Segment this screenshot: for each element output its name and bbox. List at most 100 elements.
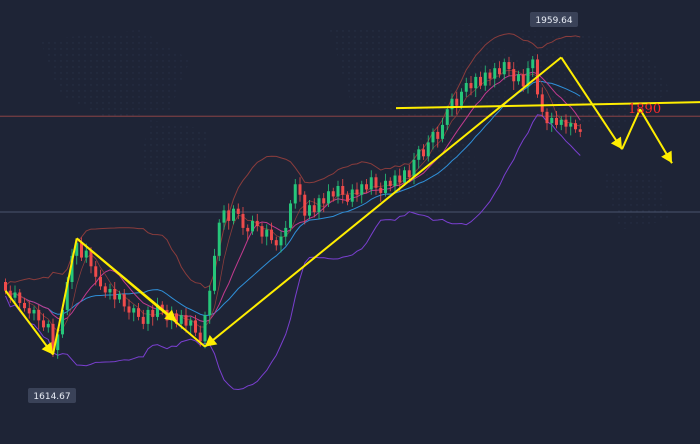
candle-bearish [555, 117, 558, 125]
candle-bearish [379, 187, 383, 193]
candle-bullish [251, 220, 254, 232]
drawing-arrowhead-proj-2 [661, 150, 672, 164]
candle-bullish [327, 191, 330, 204]
drawing-arrowhead-mid [164, 309, 177, 322]
candle-bearish [184, 315, 188, 326]
candle-bullish [46, 323, 50, 328]
candle-bearish [341, 186, 345, 195]
candle-bullish [146, 309, 150, 324]
candle-bearish [246, 227, 250, 232]
candle-bullish [384, 180, 387, 193]
candle-bearish [94, 266, 98, 277]
candle-bearish [388, 180, 392, 186]
candle-bullish [70, 255, 74, 282]
candle-bearish [137, 308, 140, 317]
drawing-leg-up-1 [52, 238, 78, 355]
candle-bearish [469, 83, 473, 89]
candle-bearish [498, 68, 501, 75]
candle-bearish [194, 320, 197, 333]
candle-bullish [189, 320, 193, 326]
candle-bearish [545, 111, 549, 124]
candle-bullish [208, 290, 212, 316]
candle-bullish [441, 124, 444, 139]
moving-average-mid-line [5, 71, 581, 323]
drawing-projection-down-1 [560, 56, 623, 150]
candle-bullish [502, 62, 506, 75]
moving-average-slow-line [5, 80, 581, 317]
drawing-projection-up [621, 108, 641, 150]
candle-bullish [445, 109, 449, 125]
level-1890-label: 1890 [628, 102, 661, 117]
candle-bearish [512, 69, 516, 82]
candle-bullish [232, 208, 235, 221]
candle-bullish [474, 76, 478, 89]
candle-bullish [517, 74, 520, 82]
candle-bullish [118, 294, 121, 300]
candle-bearish [122, 294, 126, 307]
candle-bullish [156, 304, 159, 317]
candlestick-series [4, 54, 582, 359]
candle-bullish [213, 255, 216, 291]
candle-bearish [564, 119, 568, 127]
candle-bearish [407, 170, 411, 178]
candle-bullish [317, 198, 321, 213]
candle-bullish [222, 210, 226, 223]
candle-bearish [80, 242, 83, 258]
candle-bullish [483, 72, 487, 86]
trend-drawings [4, 56, 700, 356]
high-price-tag: 1959.64 [530, 12, 578, 27]
candle-bullish [336, 186, 340, 197]
candle-bullish [369, 177, 373, 190]
candle-bullish [493, 68, 497, 79]
candle-bullish [84, 250, 88, 258]
candle-bullish [293, 184, 297, 204]
world-map-backdrop [40, 25, 670, 230]
candle-bullish [426, 142, 430, 157]
candle-bearish [578, 129, 582, 132]
candle-bearish [37, 309, 41, 321]
candle-bullish [32, 309, 36, 314]
drawing-arrowhead-start [205, 334, 218, 347]
candle-bearish [374, 177, 378, 188]
candle-bearish [521, 74, 525, 87]
drawing-arrowhead-proj-1 [610, 136, 622, 150]
candle-bearish [160, 304, 164, 310]
candle-bullish [417, 149, 421, 160]
candle-bearish [331, 191, 335, 197]
candle-bearish [355, 189, 359, 195]
candle-bearish [99, 276, 102, 287]
candle-bearish [175, 313, 178, 324]
candle-bullish [460, 91, 463, 106]
bollinger-lower-line [5, 114, 581, 390]
low-price-label: 1614.67 [33, 392, 70, 402]
candle-bearish [227, 210, 231, 221]
candle-bearish [507, 62, 511, 70]
candle-bullish [108, 288, 112, 293]
candle-bearish [574, 123, 577, 130]
drawing-leg-down-1 [4, 290, 54, 356]
candle-bullish [61, 309, 64, 335]
candle-bullish [550, 117, 554, 124]
candle-bearish [455, 98, 459, 106]
candle-bearish [274, 240, 278, 246]
candle-bearish [322, 198, 326, 204]
low-price-tag: 1614.67 [28, 388, 76, 403]
candle-bearish [488, 72, 492, 79]
candle-bullish [393, 175, 397, 186]
bollinger-upper-line [5, 33, 581, 289]
candle-bearish [241, 213, 245, 228]
drawing-level-line [395, 101, 700, 110]
candle-bullish [450, 98, 454, 110]
indicator-overlays [5, 33, 581, 390]
candle-bullish [308, 205, 311, 216]
candle-bearish [198, 332, 202, 342]
candle-bullish [217, 222, 221, 256]
candle-bearish [89, 250, 93, 267]
candle-bullish [526, 68, 530, 87]
high-price-label: 1959.64 [535, 16, 572, 26]
candle-bearish [51, 323, 55, 351]
candle-bearish [4, 282, 7, 291]
candle-bullish [412, 159, 416, 178]
